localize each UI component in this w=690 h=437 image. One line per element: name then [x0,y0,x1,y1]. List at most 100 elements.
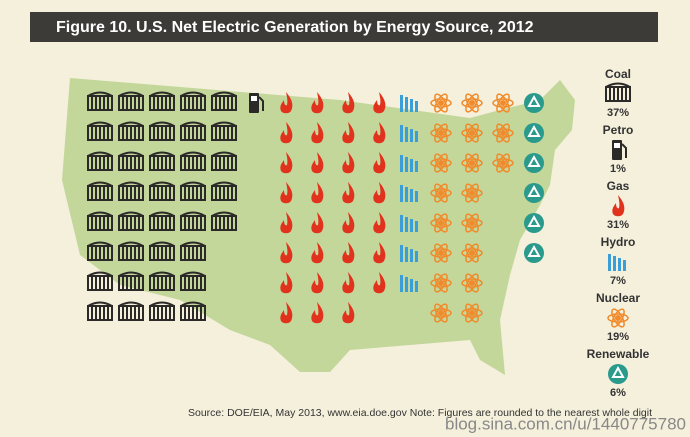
icon-part [180,181,206,187]
icon-part [438,250,444,256]
icon-part [280,212,293,234]
icon-part [118,241,144,247]
pictogram-icon [149,151,175,171]
icon-part [438,160,444,166]
pictogram-icon [211,121,237,141]
icon-part [496,153,510,173]
legend-label: Petro [603,123,634,137]
icon-part [527,184,541,197]
pictogram-icon [461,153,483,173]
icon-part [342,242,355,264]
pictogram-icon [118,181,144,201]
pictogram-icon [373,92,386,114]
icon-part [118,91,144,97]
pictogram-icon [149,241,175,261]
icon-part [149,121,175,127]
icon-part [400,185,403,202]
pictogram-icon [400,245,418,262]
icon-part [373,242,386,264]
icon-part [180,211,206,217]
icon-part [87,121,113,127]
icon-part [434,183,448,203]
icon-part [469,100,475,106]
icon-part [608,364,628,384]
icon-part [373,272,386,294]
icon-part [613,256,616,271]
pictogram-icon [87,301,113,321]
pictogram-icon [492,123,514,143]
value-label: 31% [607,219,629,231]
pictogram-icon [87,181,113,201]
watermark: blog.sina.com.cn/u/1440775780 [445,414,686,433]
icon-part [405,127,408,142]
pictogram-icon [461,303,483,323]
pictogram-icon [400,185,418,202]
icon-part [405,217,408,232]
pictogram-icon [280,92,293,114]
icon-part [465,93,479,113]
icon-part [500,130,506,136]
icon-part [465,243,479,263]
icon-part [280,92,293,114]
icon-part [415,131,418,142]
icon-part [400,155,403,172]
icon-part [149,211,175,217]
icon-part [524,243,544,263]
icon-part [410,249,413,262]
icon-part [527,94,541,107]
legend-icon [607,308,629,328]
icon-part [465,123,479,143]
icon-part [149,181,175,187]
icon-part [211,211,237,217]
icon-part [434,153,448,173]
icon-part [180,271,206,277]
pictogram-icon [492,153,514,173]
icon-part [500,100,506,106]
icon-part [461,98,483,108]
icon-part [430,218,452,228]
icon-part [415,161,418,172]
pictogram-icon [373,152,386,174]
pictogram-icon [280,122,293,144]
icon-part [438,310,444,316]
pictogram-icon [430,183,452,203]
icon-part [180,151,206,157]
icon-part [415,281,418,292]
icon-part [342,272,355,294]
pictogram-icon [311,92,324,114]
icon-part [469,310,475,316]
pictogram-icon [430,243,452,263]
pictogram-icon [211,211,237,231]
pictogram-icon [373,182,386,204]
pictogram-icon [280,302,293,324]
icon-part [87,211,113,217]
pictogram-icon [342,272,355,294]
pictogram-icon [311,122,324,144]
icon-part [527,124,541,137]
icon-part [434,93,448,113]
icon-part [410,219,413,232]
pictogram-icon [461,213,483,233]
icon-part [280,122,293,144]
pictogram-icon [149,301,175,321]
icon-part [311,272,324,294]
pictogram-icon [524,213,544,233]
icon-part [342,302,355,324]
icon-part [527,154,541,167]
icon-part [461,188,483,198]
icon-part [524,123,544,143]
pictogram-icon [524,183,544,203]
icon-part [149,271,175,277]
icon-part [465,303,479,323]
icon-part [118,151,144,157]
icon-part [251,96,257,101]
pictogram-icon [342,212,355,234]
icon-part [280,242,293,264]
icon-part [118,271,144,277]
icon-part [434,303,448,323]
icon-part [500,160,506,166]
icon-part [621,143,627,158]
icon-part [87,151,113,157]
icon-part [118,181,144,187]
